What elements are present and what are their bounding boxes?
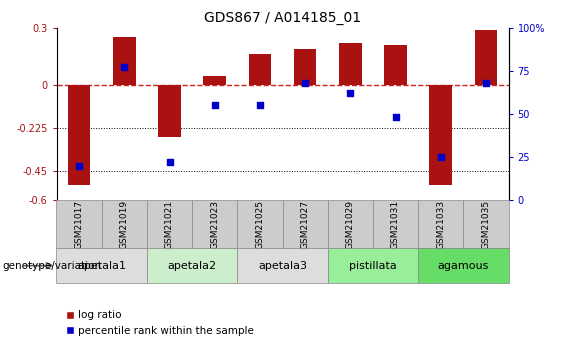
Legend: log ratio, percentile rank within the sample: log ratio, percentile rank within the sa… xyxy=(62,306,258,340)
Bar xyxy=(237,248,328,283)
Bar xyxy=(475,30,497,85)
Bar xyxy=(418,200,463,248)
Bar xyxy=(328,248,418,283)
Text: GSM21019: GSM21019 xyxy=(120,200,129,249)
Bar xyxy=(294,49,316,85)
Text: apetala3: apetala3 xyxy=(258,261,307,270)
Point xyxy=(436,154,445,160)
Text: GSM21027: GSM21027 xyxy=(301,200,310,249)
Point xyxy=(346,90,355,96)
Point xyxy=(165,159,174,165)
Bar xyxy=(384,45,407,85)
Bar xyxy=(56,248,147,283)
Bar xyxy=(373,200,418,248)
Bar xyxy=(113,37,136,85)
Point xyxy=(301,80,310,86)
Text: GSM21033: GSM21033 xyxy=(436,200,445,249)
Bar xyxy=(429,85,452,185)
Text: GSM21029: GSM21029 xyxy=(346,200,355,249)
Text: agamous: agamous xyxy=(438,261,489,270)
Text: pistillata: pistillata xyxy=(349,261,397,270)
Point xyxy=(210,102,219,108)
Bar xyxy=(418,248,509,283)
Point xyxy=(481,80,490,86)
Text: apetala1: apetala1 xyxy=(77,261,126,270)
Bar xyxy=(282,200,328,248)
Point xyxy=(391,115,400,120)
Bar xyxy=(328,200,373,248)
Bar xyxy=(147,200,192,248)
Point xyxy=(255,102,264,108)
Bar xyxy=(68,85,90,185)
Text: genotype/variation: genotype/variation xyxy=(3,261,102,270)
Text: GSM21023: GSM21023 xyxy=(210,200,219,249)
Text: apetala2: apetala2 xyxy=(168,261,216,270)
Bar xyxy=(463,200,508,248)
Text: GSM21025: GSM21025 xyxy=(255,200,264,249)
Point xyxy=(75,163,84,168)
Text: GSM21035: GSM21035 xyxy=(481,200,490,249)
Bar xyxy=(249,55,271,85)
Bar xyxy=(158,85,181,137)
Bar xyxy=(147,248,237,283)
Text: GSM21031: GSM21031 xyxy=(391,200,400,249)
Text: GSM21017: GSM21017 xyxy=(75,200,84,249)
Bar xyxy=(102,200,147,248)
Bar xyxy=(192,200,237,248)
Title: GDS867 / A014185_01: GDS867 / A014185_01 xyxy=(204,11,361,25)
Point xyxy=(120,65,129,70)
Bar xyxy=(203,76,226,85)
Bar xyxy=(339,43,362,85)
Bar xyxy=(56,200,102,248)
Text: GSM21021: GSM21021 xyxy=(165,200,174,249)
Bar xyxy=(237,200,282,248)
